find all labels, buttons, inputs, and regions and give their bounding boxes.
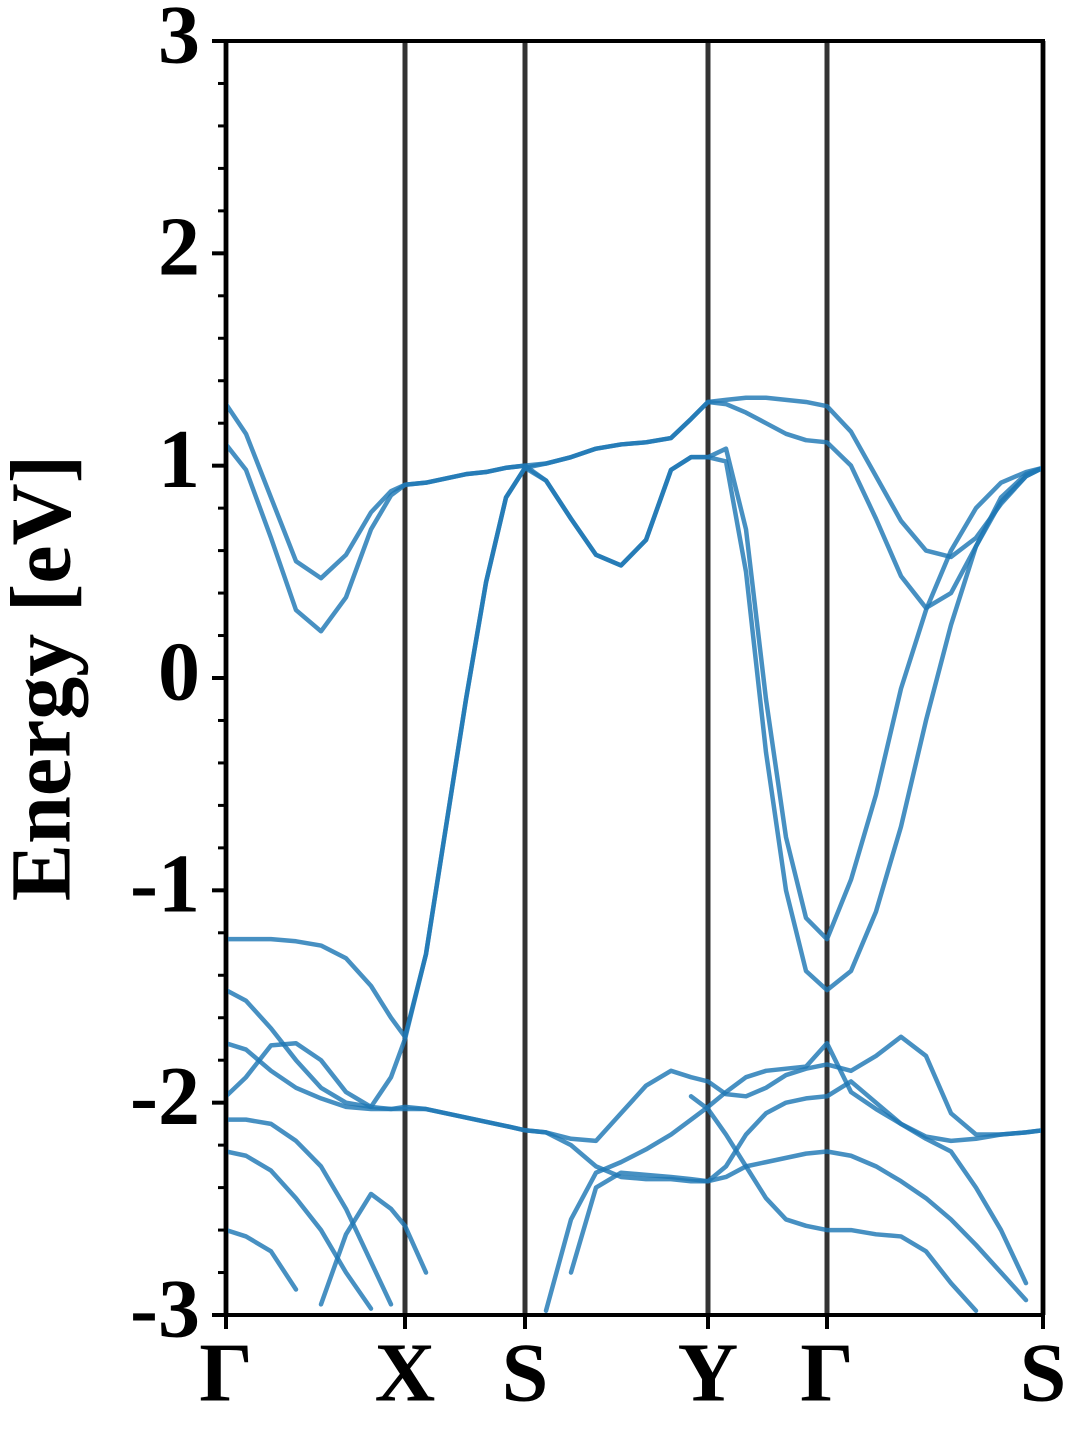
- y-axis-label: Energy [eV]: [0, 455, 89, 902]
- band: [226, 1227, 299, 1292]
- x-tick-label: Γ: [800, 1326, 853, 1419]
- bands: [226, 395, 1043, 1313]
- y-tick-label: 3: [158, 0, 200, 81]
- band: [226, 1034, 1043, 1144]
- y-tick-label: 1: [158, 413, 200, 506]
- band: [568, 1079, 1043, 1275]
- x-tick-label: S: [1020, 1326, 1067, 1419]
- band: [543, 1040, 1029, 1313]
- y-tick-label: 2: [158, 201, 200, 294]
- band: [688, 1094, 979, 1313]
- x-tick-label: S: [502, 1326, 549, 1419]
- y-tick-label: -2: [130, 1050, 200, 1143]
- band: [226, 1117, 394, 1307]
- plot-frame: [224, 39, 1045, 1317]
- band: [226, 1149, 374, 1311]
- band: [226, 1040, 1029, 1303]
- x-tick-label: Γ: [199, 1326, 252, 1419]
- x-tick-label: Y: [678, 1326, 739, 1419]
- y-tick-label: -3: [130, 1262, 200, 1355]
- y-tick-label: -1: [130, 838, 200, 931]
- x-tick-label: X: [375, 1326, 436, 1419]
- band: [318, 1191, 429, 1307]
- grid: [223, 41, 1046, 1315]
- band: [226, 442, 1043, 942]
- band: [226, 399, 1043, 1040]
- band: [226, 454, 1043, 1110]
- y-tick-label: 0: [158, 625, 200, 718]
